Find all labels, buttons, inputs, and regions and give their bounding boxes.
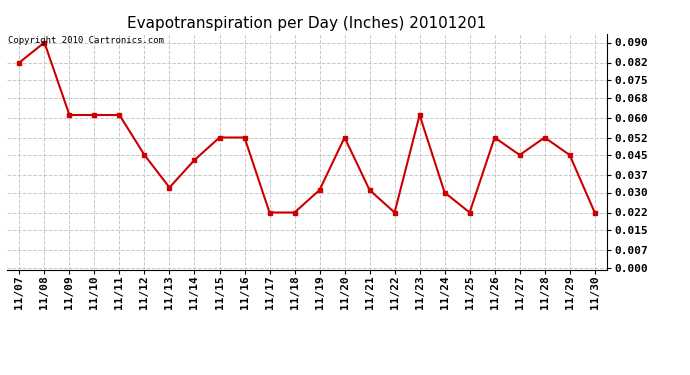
Text: Copyright 2010 Cartronics.com: Copyright 2010 Cartronics.com [8, 36, 164, 45]
Title: Evapotranspiration per Day (Inches) 20101201: Evapotranspiration per Day (Inches) 2010… [128, 16, 486, 31]
